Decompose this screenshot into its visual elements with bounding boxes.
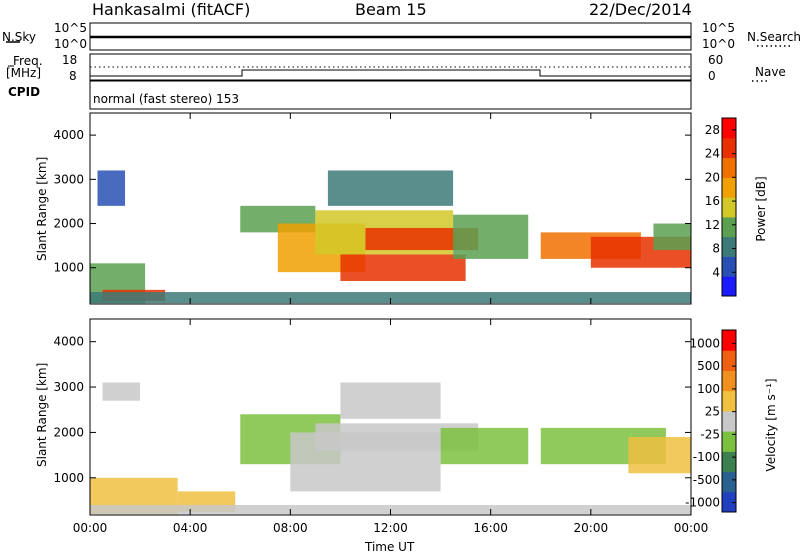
nsky-tick-top: 10^5: [54, 21, 87, 35]
freq-label-bottom: [MHz]: [6, 66, 42, 80]
nsearch-label: N.Search: [747, 30, 800, 44]
power-colorbar-cell: [722, 216, 736, 238]
velocity-colorbar-cell: [722, 431, 736, 452]
cpid-text: normal (fast stereo) 153: [93, 92, 240, 106]
x-tick-label: 16:00: [473, 521, 508, 535]
velocity-colorbar-tick-label: -1000: [685, 496, 720, 510]
power-colorbar-tick-label: 16: [705, 194, 720, 208]
velocity-colorbar-tick-label: -500: [693, 473, 720, 487]
power-colorbar-cell: [722, 137, 736, 159]
x-tick-label: 20:00: [574, 521, 609, 535]
station-title: Hankasalmi (fitACF): [92, 0, 251, 19]
power-colorbar-tick-label: 12: [705, 218, 720, 232]
power-colorbar-tick-label: 24: [705, 147, 720, 161]
freq-label-top: Freq.: [13, 54, 43, 68]
power-ytick-label: 1000: [53, 261, 84, 275]
power-colorbar-label: Power [dB]: [754, 176, 768, 242]
power-region: [453, 214, 529, 259]
velocity-colorbar-cell: [722, 350, 736, 371]
nsky-label: N.Sky: [2, 30, 37, 44]
velocity-colorbar-tick-label: 100: [697, 382, 720, 396]
power-ytick-label: 2000: [53, 217, 84, 231]
velocity-colorbar-tick-label: -100: [693, 450, 720, 464]
velocity-colorbar-cell: [722, 491, 736, 513]
velocity-ytick-label: 3000: [53, 380, 84, 394]
x-tick-label: 12:00: [373, 521, 408, 535]
x-tick-label: 00:00: [674, 521, 709, 535]
power-ytick-label: 4000: [53, 128, 84, 142]
velocity-colorbar-label: Velocity [m s⁻¹]: [764, 378, 778, 472]
velocity-region: [440, 427, 529, 465]
velocity-colorbar-tick-label: 500: [697, 359, 720, 373]
velocity-colorbar-cell: [722, 410, 736, 432]
power-ylabel: Slant Range [km]: [35, 156, 49, 261]
velocity-ylabel: Slant Range [km]: [35, 362, 49, 467]
x-tick-label: 04:00: [173, 521, 208, 535]
velocity-colorbar-frame: [721, 329, 737, 513]
power-colorbar-tick-label: 4: [712, 265, 720, 279]
power-colorbar-cell: [722, 197, 736, 218]
power-region: [90, 292, 691, 304]
cpid-label: CPID: [8, 85, 41, 99]
velocity-colorbar-cell: [722, 451, 736, 473]
x-tick-label: 00:00: [73, 521, 108, 535]
nsearch-tick-top: 10^5: [702, 21, 735, 35]
velocity-region: [628, 436, 691, 474]
velocity-ytick-label: 4000: [53, 335, 84, 349]
velocity-ytick-label: 2000: [53, 425, 84, 439]
velocity-colorbar-cell: [722, 370, 736, 392]
power-colorbar-cell: [722, 157, 736, 178]
velocity-region: [102, 382, 141, 401]
nave-tick-top: 60: [708, 53, 724, 67]
nave-label: Nave: [755, 65, 786, 79]
power-colorbar-tick-label: 8: [712, 242, 720, 256]
nave-tick-bottom: 0: [708, 69, 716, 83]
power-ytick-label: 3000: [53, 172, 84, 186]
power-region: [340, 254, 466, 282]
power-colorbar-frame: [721, 117, 737, 297]
power-colorbar-cell: [722, 256, 736, 277]
nsky-tick-bottom: 10^0: [54, 37, 87, 51]
velocity-colorbar-cell: [722, 330, 736, 351]
velocity-region: [340, 382, 441, 419]
velocity-colorbar-cell: [722, 390, 736, 412]
velocity-ytick-label: 1000: [53, 471, 84, 485]
freq-tick-bottom: 8: [69, 69, 77, 83]
velocity-colorbar-tick-label: -25: [700, 427, 720, 441]
power-colorbar-cell: [722, 177, 736, 198]
power-region: [97, 170, 126, 206]
power-colorbar-cell: [722, 276, 736, 297]
nsearch-tick-bottom: 10^0: [702, 37, 735, 51]
x-axis-label: Time UT: [365, 540, 415, 554]
power-colorbar-cell: [722, 118, 736, 139]
velocity-colorbar-tick-label: 1000: [689, 336, 720, 350]
power-colorbar-tick-label: 28: [705, 123, 720, 137]
power-colorbar-tick-label: 20: [705, 170, 720, 184]
power-region: [653, 223, 691, 251]
power-colorbar-cell: [722, 236, 736, 257]
power-region: [327, 170, 454, 206]
velocity-colorbar-cell: [722, 471, 736, 493]
freq-tick-top: 18: [62, 53, 78, 67]
beam-title: Beam 15: [355, 0, 427, 19]
power-region: [365, 227, 479, 251]
velocity-colorbar-tick-label: 25: [705, 405, 720, 419]
x-tick-label: 08:00: [273, 521, 308, 535]
date-title: 22/Dec/2014: [589, 0, 692, 19]
